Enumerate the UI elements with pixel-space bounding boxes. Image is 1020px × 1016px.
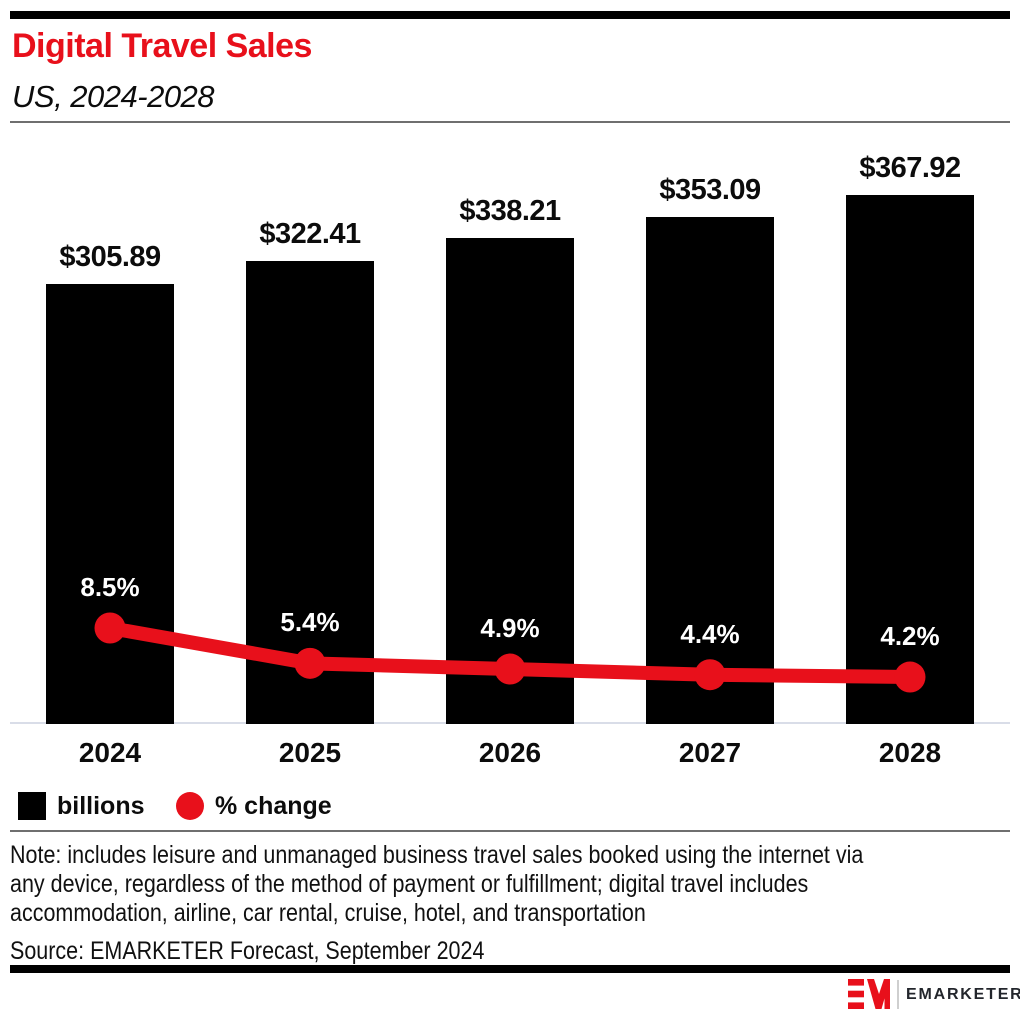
percent-label: 4.2%: [880, 621, 940, 652]
percent-label: 8.5%: [80, 572, 140, 602]
data-point-2025: [294, 647, 326, 679]
data-point-2024: [94, 612, 126, 644]
legend-item-change: % change: [176, 791, 356, 821]
x-axis-label-2025: 2025: [278, 737, 342, 768]
bar-2025: [246, 261, 374, 724]
percent-change-swatch-icon: [176, 792, 204, 820]
x-axis-label-2027: 2027: [678, 737, 742, 768]
bar-2026: [446, 238, 574, 724]
note-line: Note: includes leisure and unmanaged bus…: [10, 841, 864, 869]
em-monogram-icon: [848, 979, 890, 1009]
legend-label-billions: billions: [57, 792, 145, 820]
percent-change-line: [103, 621, 917, 685]
note-line: accommodation, airline, car rental, crui…: [10, 899, 646, 927]
bar-value-label: $367.92: [859, 152, 961, 184]
chart-subtitle: US, 2024-2028: [12, 79, 215, 114]
legend-label-change: % change: [215, 792, 332, 820]
data-point-2026: [494, 653, 526, 685]
logo-divider: [897, 980, 899, 1009]
bar-2024: [46, 284, 174, 724]
bar-value-label: $305.89: [59, 241, 161, 273]
x-axis-label-2024: 2024: [78, 737, 142, 768]
note-text: Note: includes leisure and unmanaged bus…: [10, 841, 1008, 928]
percent-label: 4.4%: [680, 618, 740, 649]
x-axis-label-2028: 2028: [878, 737, 942, 768]
percent-label: 4.9%: [480, 613, 540, 644]
chart-title: Digital Travel Sales: [12, 27, 312, 65]
legend-divider: [10, 830, 1010, 832]
bar-2028: [846, 195, 974, 724]
legend-item-billions: billions: [18, 791, 158, 821]
x-axis-baseline: [10, 722, 1010, 724]
percent-label: 5.4%: [280, 607, 340, 638]
brand-logo: EMARKETER: [848, 979, 1020, 1010]
bar-value-label: $322.41: [259, 218, 361, 250]
top-accent-bar: [10, 11, 1010, 19]
data-point-2028: [894, 661, 926, 693]
note-line: any device, regardless of the method of …: [10, 870, 809, 898]
bar-value-label: $353.09: [659, 174, 761, 206]
x-axis-label-2026: 2026: [478, 737, 542, 768]
bar-value-label: $338.21: [459, 195, 561, 227]
brand-wordmark: EMARKETER: [906, 986, 1020, 1003]
data-point-2027: [694, 659, 726, 691]
source-text: Source: EMARKETER Forecast, September 20…: [10, 937, 485, 965]
title-divider: [10, 121, 1010, 123]
bar-2027: [646, 217, 774, 724]
bottom-accent-bar: [10, 965, 1010, 973]
billions-swatch-icon: [18, 792, 46, 820]
